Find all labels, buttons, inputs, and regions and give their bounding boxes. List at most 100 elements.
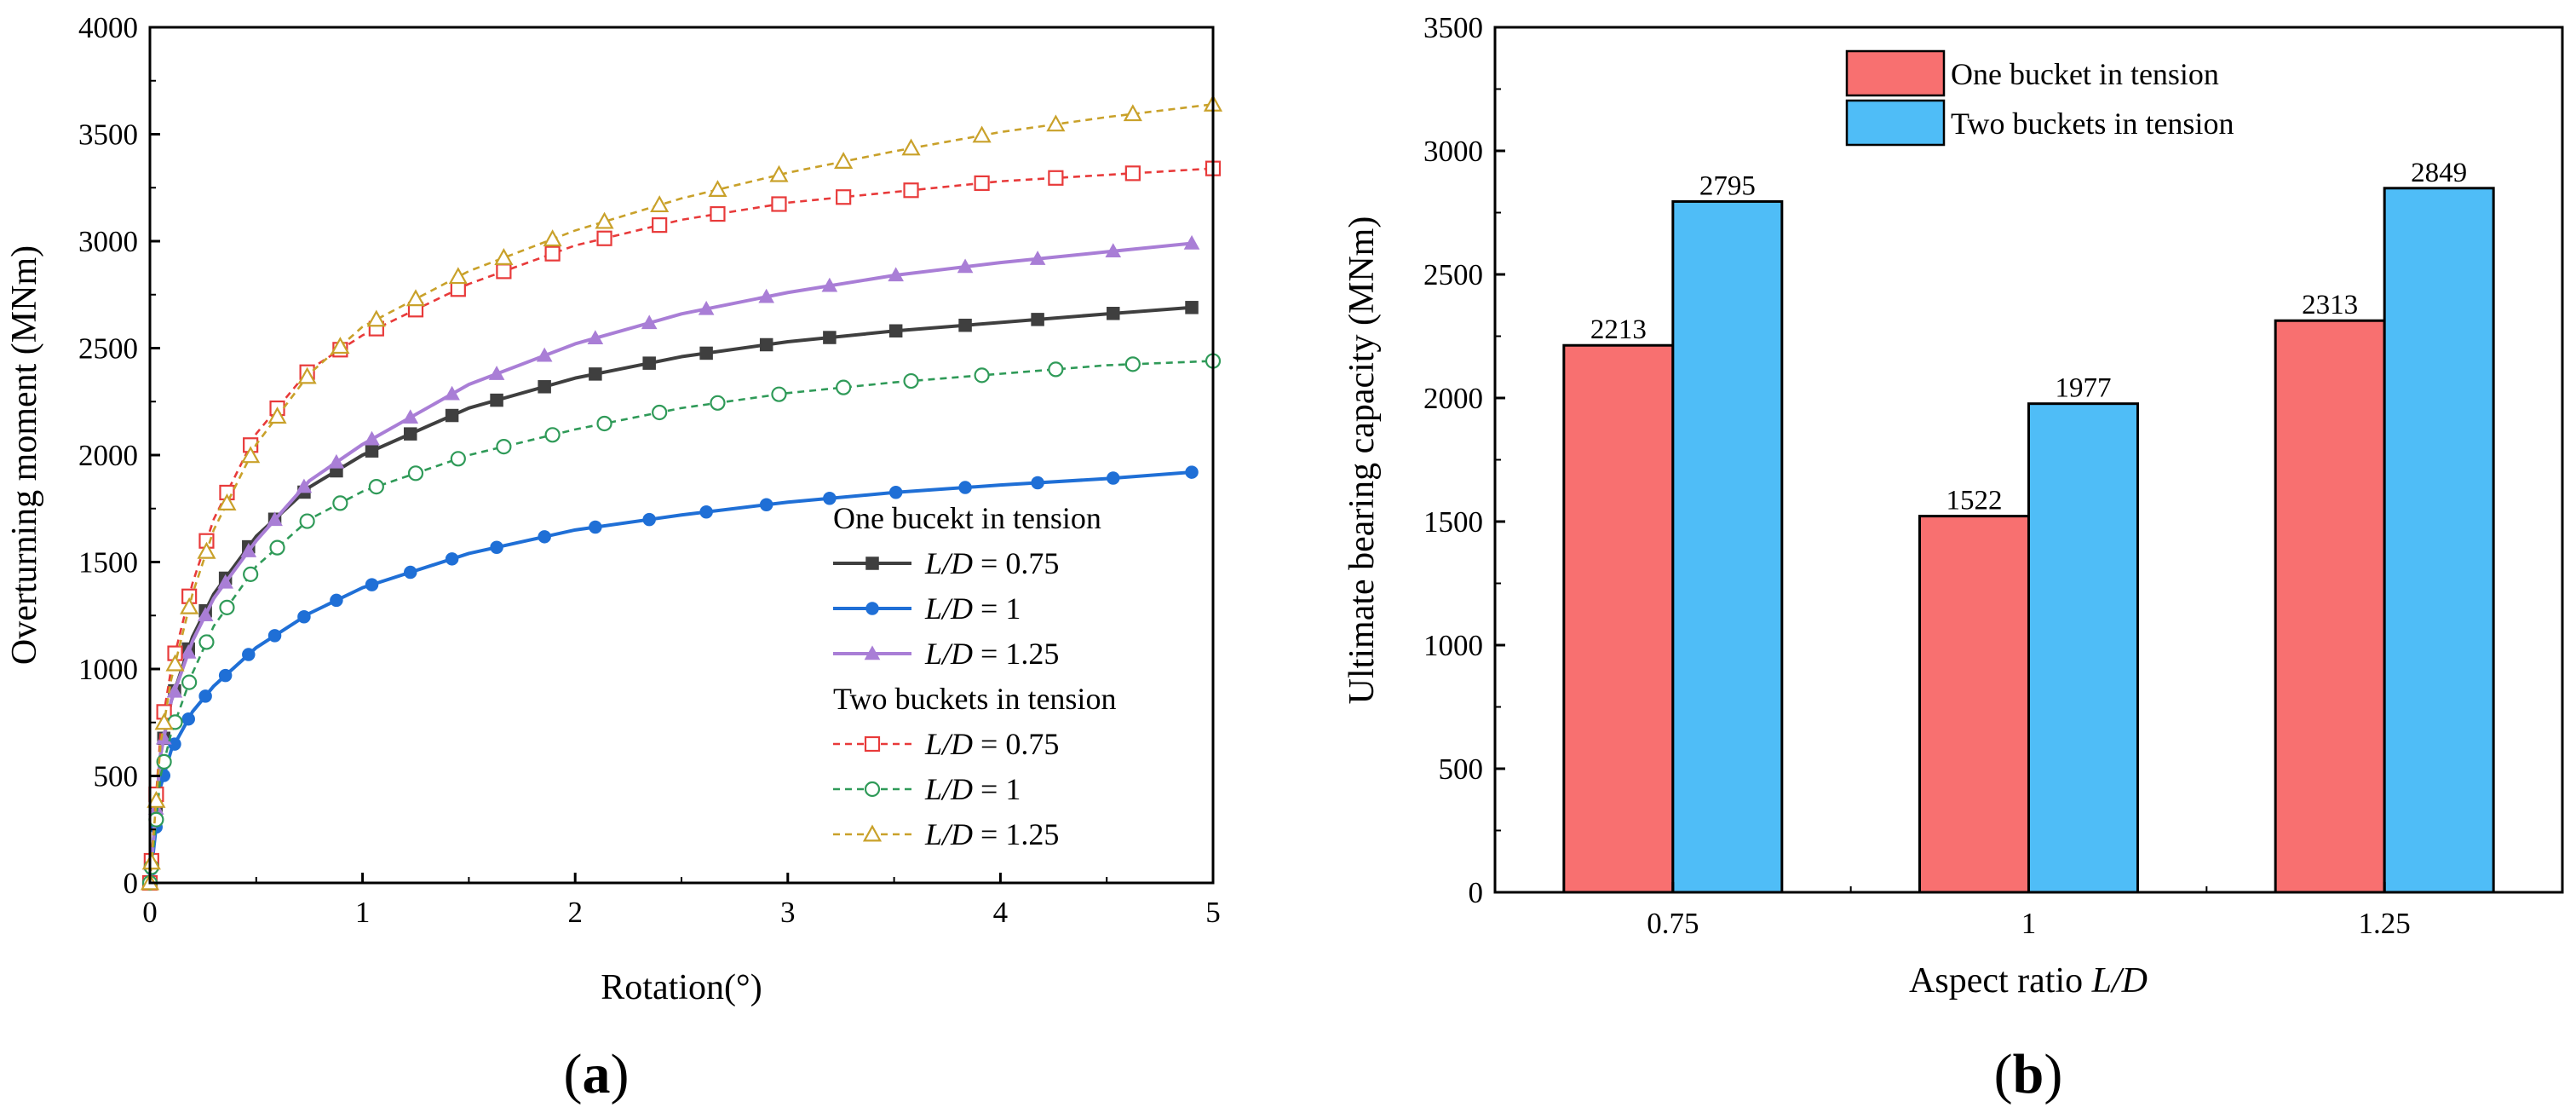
y-tick-label: 3000 <box>78 225 138 258</box>
data-point <box>269 539 285 556</box>
y-tick-label: 1500 <box>78 546 138 580</box>
bar-two-buckets-in-tension-1-25 <box>2383 187 2495 894</box>
legend-a: One bucekt in tension L/D = 0.75 L/D = 1 L/… <box>833 501 1116 851</box>
data-point <box>538 380 551 394</box>
x-tick-label: 5 <box>1205 896 1221 929</box>
data-point <box>148 811 164 828</box>
data-point <box>166 683 183 698</box>
data-point <box>823 331 837 344</box>
data-point <box>488 366 505 380</box>
x-tick-label: 2 <box>567 896 583 929</box>
panel-label-b: (b) <box>1994 1043 2063 1105</box>
series-0-one-bucekt-in-tension-l-d-0-75 <box>143 301 1199 890</box>
legend-label: One bucket in tension <box>1951 57 2219 91</box>
data-point <box>297 366 317 384</box>
bar-value-label: 1977 <box>2056 373 2112 404</box>
legend-label: L/D = 1.25 <box>924 637 1059 671</box>
data-point <box>544 245 561 262</box>
legend-marker <box>865 556 879 570</box>
data-point <box>407 465 424 482</box>
data-point <box>596 415 612 432</box>
x-axis-label-b: Aspect ratio L/D <box>1909 961 2148 1001</box>
data-point <box>217 574 233 589</box>
data-point <box>538 530 551 544</box>
data-point <box>165 654 185 672</box>
data-point <box>652 404 668 421</box>
data-point <box>450 451 466 467</box>
data-point <box>217 493 237 510</box>
legend-group-title: Two buckets in tension <box>833 682 1116 716</box>
legend-item-two-buckets-in-tension: Two buckets in tension <box>1845 99 2234 147</box>
data-point <box>1185 465 1199 479</box>
data-point <box>365 578 379 591</box>
y-tick-label: 1500 <box>1423 505 1483 539</box>
data-point <box>595 211 614 229</box>
data-point <box>368 479 384 495</box>
y-tick-label: 2000 <box>1423 382 1483 415</box>
data-point <box>243 566 259 582</box>
data-point <box>589 520 602 534</box>
data-point <box>448 267 468 285</box>
data-point <box>299 513 315 529</box>
data-point <box>404 427 417 441</box>
data-point <box>404 565 417 580</box>
data-point <box>543 229 562 247</box>
data-point <box>652 217 668 234</box>
data-point <box>331 337 350 355</box>
series-line <box>148 103 1214 884</box>
series-line <box>148 305 1193 884</box>
series-line <box>148 360 1214 884</box>
legend-item-two-buckets-in-tension-l-d-0-75: L/D = 0.75 <box>833 727 1059 761</box>
data-point <box>823 492 837 505</box>
data-point <box>710 205 726 222</box>
data-point <box>490 540 503 554</box>
y-tick-label: 1000 <box>1423 629 1483 662</box>
data-point <box>242 648 256 661</box>
legend-label: L/D = 1 <box>924 591 1021 626</box>
legend-group-title: One bucekt in tension <box>833 501 1101 535</box>
data-point <box>1107 471 1120 485</box>
x-tick-label: 0 <box>142 896 158 929</box>
data-point <box>1124 356 1141 372</box>
data-point <box>1183 234 1200 250</box>
data-point <box>544 427 561 443</box>
data-point <box>1046 114 1066 132</box>
data-point <box>141 852 161 870</box>
data-point <box>496 263 512 280</box>
bar-one-bucket-in-tension-1 <box>1918 515 2030 894</box>
bar-one-bucket-in-tension-1-25 <box>2274 319 2386 894</box>
x-tick-label: 0.75 <box>1647 907 1699 940</box>
data-point <box>708 180 727 198</box>
y-tick-label: 2500 <box>78 332 138 366</box>
y-tick-label: 3000 <box>1423 135 1483 168</box>
data-point <box>494 248 514 265</box>
series-5-two-buckets-in-tension-l-d-1-25 <box>140 94 1223 891</box>
data-point <box>218 668 233 683</box>
y-tick-label: 3500 <box>78 118 138 152</box>
data-point <box>587 330 604 345</box>
data-point <box>821 277 838 292</box>
legend-swatch <box>1845 49 1946 97</box>
data-point <box>1031 313 1044 326</box>
data-point <box>147 790 166 808</box>
legend-marker <box>864 735 881 753</box>
data-point <box>1123 104 1142 122</box>
data-point <box>958 318 972 332</box>
data-point <box>366 309 386 327</box>
data-point <box>1029 251 1046 265</box>
x-tick-label: 4 <box>993 896 1009 929</box>
y-axis-label-b: Ultimate bearing capacity (MNm) <box>1343 216 1382 705</box>
data-point <box>641 314 658 330</box>
bar-one-bucket-in-tension-0-75 <box>1562 343 1675 894</box>
data-point <box>156 753 172 770</box>
legend-label: Two buckets in tension <box>1951 107 2234 141</box>
y-tick-label: 2500 <box>1423 258 1483 291</box>
data-point <box>405 289 426 307</box>
data-point <box>365 444 379 458</box>
data-point <box>180 643 197 659</box>
data-point <box>267 407 287 424</box>
data-point <box>198 689 212 703</box>
data-point <box>328 453 345 469</box>
y-axis-label-a: Overturning moment (MNm) <box>5 245 44 665</box>
